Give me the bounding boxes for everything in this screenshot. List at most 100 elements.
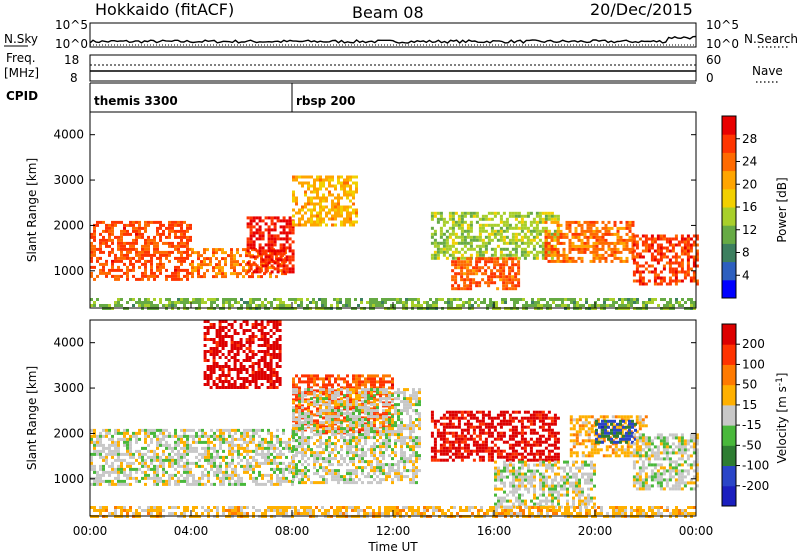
data-cell xyxy=(266,341,270,344)
data-cell xyxy=(141,304,144,307)
data-cell xyxy=(313,460,316,464)
data-cell xyxy=(325,199,328,203)
data-cell xyxy=(388,416,391,420)
data-cell xyxy=(201,455,204,459)
data-cell xyxy=(460,220,464,224)
data-cell xyxy=(647,246,651,250)
data-cell xyxy=(135,479,138,483)
data-cell xyxy=(123,458,126,462)
data-cell xyxy=(680,267,684,271)
data-cell xyxy=(96,220,99,224)
data-cell xyxy=(349,469,352,473)
data-cell xyxy=(520,238,524,242)
data-cell xyxy=(132,461,135,465)
data-cell xyxy=(198,452,201,456)
data-cell xyxy=(370,436,373,440)
data-cell xyxy=(257,359,261,362)
data-cell xyxy=(633,301,636,304)
data-cell xyxy=(252,476,255,480)
data-cell xyxy=(385,421,388,425)
data-cell xyxy=(466,275,470,279)
data-cell xyxy=(346,196,349,200)
data-cell xyxy=(526,211,530,215)
data-cell xyxy=(108,473,111,477)
data-cell xyxy=(346,406,349,410)
data-cell xyxy=(230,254,233,258)
data-cell xyxy=(325,425,328,429)
data-cell xyxy=(246,443,249,447)
data-cell xyxy=(604,238,608,242)
data-cell xyxy=(150,437,153,441)
data-cell xyxy=(165,479,168,483)
data-cell xyxy=(117,464,120,468)
data-cell xyxy=(671,243,675,247)
data-cell xyxy=(248,365,252,368)
data-cell xyxy=(310,388,313,392)
data-cell xyxy=(505,253,509,257)
data-cell xyxy=(358,412,361,416)
data-cell xyxy=(324,301,327,304)
data-cell xyxy=(689,276,693,280)
data-cell xyxy=(180,238,183,242)
data-cell xyxy=(225,476,228,480)
data-cell xyxy=(364,400,367,404)
data-cell xyxy=(273,240,277,244)
data-cell xyxy=(138,431,141,435)
data-cell xyxy=(219,440,222,444)
data-cell xyxy=(159,458,162,462)
data-cell xyxy=(224,341,228,344)
data-cell xyxy=(490,247,494,251)
data-cell xyxy=(206,380,210,383)
data-cell xyxy=(251,350,255,353)
data-cell xyxy=(463,287,467,291)
data-cell xyxy=(319,433,322,437)
data-cell xyxy=(168,473,171,477)
data-cell xyxy=(352,196,355,200)
noise-panel-frame xyxy=(89,22,697,48)
data-cell xyxy=(495,301,498,304)
data-cell xyxy=(641,243,645,247)
data-cell xyxy=(189,446,192,450)
data-cell xyxy=(334,413,337,417)
data-cell xyxy=(316,460,319,464)
data-cell xyxy=(316,383,319,387)
data-cell xyxy=(273,482,276,486)
data-cell xyxy=(465,301,468,304)
data-cell xyxy=(207,476,210,480)
data-cell xyxy=(261,252,265,256)
data-cell xyxy=(349,448,352,452)
data-cell xyxy=(239,272,242,276)
data-cell xyxy=(276,270,280,274)
data-cell xyxy=(251,275,254,279)
data-cell xyxy=(686,249,690,253)
data-cell xyxy=(328,460,331,464)
data-cell xyxy=(252,216,256,220)
data-cell xyxy=(544,229,548,233)
data-cell xyxy=(304,380,307,384)
data-cell xyxy=(460,247,464,251)
data-cell xyxy=(544,256,548,260)
data-cell xyxy=(565,253,569,257)
data-cell xyxy=(298,415,301,419)
data-cell xyxy=(129,437,132,441)
data-cell xyxy=(108,268,111,272)
data-cell xyxy=(258,473,261,477)
data-cell xyxy=(156,265,159,269)
data-cell xyxy=(478,247,482,251)
data-cell xyxy=(313,442,316,446)
data-cell xyxy=(352,433,355,437)
data-cell xyxy=(260,329,264,332)
data-cell xyxy=(198,298,201,301)
data-cell xyxy=(376,403,379,407)
data-cell xyxy=(641,270,645,274)
data-cell xyxy=(198,482,201,486)
data-cell xyxy=(674,234,678,238)
data-cell xyxy=(502,278,506,282)
data-cell xyxy=(270,237,274,241)
data-cell xyxy=(213,455,216,459)
data-cell xyxy=(300,301,303,304)
data-cell xyxy=(388,386,391,390)
data-cell xyxy=(376,481,379,485)
data-cell xyxy=(171,476,174,480)
